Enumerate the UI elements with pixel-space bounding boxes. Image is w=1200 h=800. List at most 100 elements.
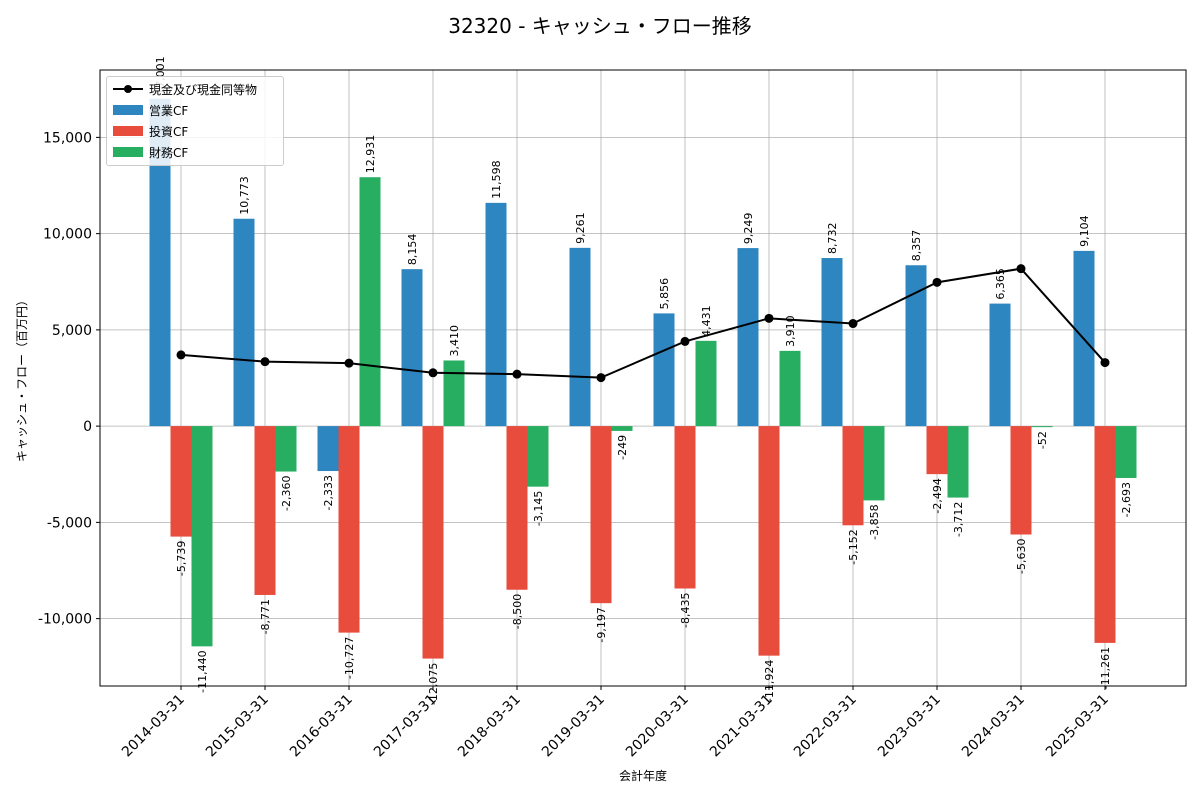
legend-item-financing: 財務CF — [113, 142, 188, 162]
legend-label-financing: 財務CF — [149, 145, 189, 160]
data-label-financing-cf: 12,931 — [364, 135, 377, 174]
data-label-investing-cf: -2,494 — [931, 478, 944, 513]
bar-financing-cf — [359, 177, 381, 427]
point-cash-equivalents — [1100, 358, 1110, 368]
bar-operating-cf — [485, 202, 507, 427]
point-cash-equivalents — [848, 319, 858, 329]
data-labels-layer: 17,00110,773-2,3338,15411,5989,2615,8569… — [154, 56, 1133, 705]
plot-frame — [99, 69, 1187, 687]
bar-investing-cf — [506, 426, 528, 590]
legend-item-cash: 現金及び現金同等物 — [113, 79, 257, 99]
bar-operating-cf — [905, 265, 927, 427]
bar-investing-cf — [254, 426, 276, 595]
bar-operating-cf — [989, 303, 1011, 427]
y-tick-label: -5,000 — [47, 515, 92, 531]
data-label-financing-cf: 3,410 — [448, 325, 461, 357]
x-tick-label: 2014-03-31 — [119, 692, 188, 761]
bar-operating-cf — [821, 258, 843, 427]
data-label-investing-cf: -11,924 — [763, 660, 776, 702]
data-label-operating-cf: 6,365 — [994, 268, 1007, 300]
data-label-financing-cf: -3,712 — [952, 502, 965, 537]
y-axis-label: キャッシュ・フロー（百万円） — [15, 294, 29, 462]
data-label-investing-cf: -11,261 — [1099, 647, 1112, 689]
bar-financing-cf — [947, 426, 969, 498]
data-label-financing-cf: -3,145 — [532, 491, 545, 526]
point-cash-equivalents — [428, 368, 438, 378]
data-label-operating-cf: 8,357 — [910, 230, 923, 262]
bar-investing-cf — [926, 426, 948, 475]
chart-title: 32320 - キャッシュ・フロー推移 — [448, 14, 752, 38]
bar-financing-cf — [695, 340, 717, 427]
y-tick-label: 15,000 — [43, 130, 92, 146]
bar-investing-cf — [1010, 426, 1032, 535]
data-label-financing-cf: 4,431 — [700, 305, 713, 337]
y-tick-label: 0 — [83, 419, 92, 435]
legend-label-cash: 現金及び現金同等物 — [149, 82, 258, 97]
bar-financing-cf — [1031, 426, 1053, 428]
legend-swatch-financing — [113, 147, 143, 157]
data-label-investing-cf: -8,500 — [511, 594, 524, 629]
bar-financing-cf — [527, 426, 549, 487]
legend-label-operating: 営業CF — [149, 103, 189, 118]
data-label-investing-cf: -8,435 — [679, 592, 692, 627]
data-label-investing-cf: -10,727 — [343, 637, 356, 679]
legend-swatch-operating — [113, 105, 143, 115]
x-tick-label: 2020-03-31 — [623, 692, 692, 761]
x-tick-label: 2021-03-31 — [707, 692, 776, 761]
data-label-operating-cf: 9,249 — [742, 213, 755, 245]
bar-financing-cf — [191, 426, 213, 647]
bar-operating-cf — [737, 248, 759, 427]
data-label-investing-cf: -12,075 — [427, 663, 440, 705]
bar-investing-cf — [422, 426, 444, 659]
legend-item-operating: 営業CF — [113, 100, 188, 120]
x-tick-label: 2019-03-31 — [539, 692, 608, 761]
data-label-operating-cf: 5,856 — [658, 278, 671, 310]
legend-item-investing: 投資CF — [113, 121, 188, 141]
x-tick-label: 2018-03-31 — [455, 692, 524, 761]
data-label-financing-cf: -52 — [1036, 431, 1049, 449]
data-label-investing-cf: -5,152 — [847, 529, 860, 564]
bar-operating-cf — [401, 269, 423, 427]
bar-financing-cf — [1115, 426, 1137, 478]
point-cash-equivalents — [932, 277, 942, 287]
data-label-investing-cf: -8,771 — [259, 599, 272, 634]
point-cash-equivalents — [344, 358, 354, 368]
point-cash-equivalents — [512, 369, 522, 379]
point-cash-equivalents — [176, 350, 186, 360]
point-cash-equivalents — [1016, 264, 1026, 274]
bar-financing-cf — [275, 426, 297, 472]
y-tick-label: -10,000 — [38, 612, 92, 628]
point-cash-equivalents — [680, 336, 690, 346]
x-tick-label: 2024-03-31 — [959, 692, 1028, 761]
x-tick-label: 2015-03-31 — [203, 692, 272, 761]
y-tick-label: 10,000 — [43, 227, 92, 243]
bar-operating-cf — [653, 313, 675, 427]
data-label-financing-cf: -2,693 — [1120, 482, 1133, 517]
bar-financing-cf — [611, 426, 633, 431]
x-tick-label: 2017-03-31 — [371, 692, 440, 761]
x-axis-label: 会計年度 — [619, 768, 667, 783]
data-label-financing-cf: -11,440 — [196, 650, 209, 692]
bar-operating-cf — [233, 218, 255, 427]
line-cash-equivalents — [180, 267, 1106, 379]
legend-line-marker-icon — [113, 82, 143, 96]
x-tick-label: 2025-03-31 — [1043, 692, 1112, 761]
data-label-operating-cf: -2,333 — [322, 475, 335, 510]
data-label-financing-cf: -2,360 — [280, 476, 293, 511]
bar-operating-cf — [569, 247, 591, 427]
x-tick-label: 2016-03-31 — [287, 692, 356, 761]
x-tick-label: 2023-03-31 — [875, 692, 944, 761]
legend-label-investing: 投資CF — [149, 124, 189, 139]
data-label-financing-cf: -3,858 — [868, 504, 881, 539]
data-label-operating-cf: 9,261 — [574, 212, 587, 244]
bar-investing-cf — [842, 426, 864, 526]
bar-financing-cf — [779, 350, 801, 427]
data-label-operating-cf: 8,154 — [406, 234, 419, 266]
line-layer — [176, 264, 1110, 383]
data-label-operating-cf: 10,773 — [238, 176, 251, 215]
bar-operating-cf — [317, 426, 339, 472]
point-cash-equivalents — [260, 357, 270, 367]
data-label-investing-cf: -9,197 — [595, 607, 608, 642]
bar-financing-cf — [443, 360, 465, 427]
